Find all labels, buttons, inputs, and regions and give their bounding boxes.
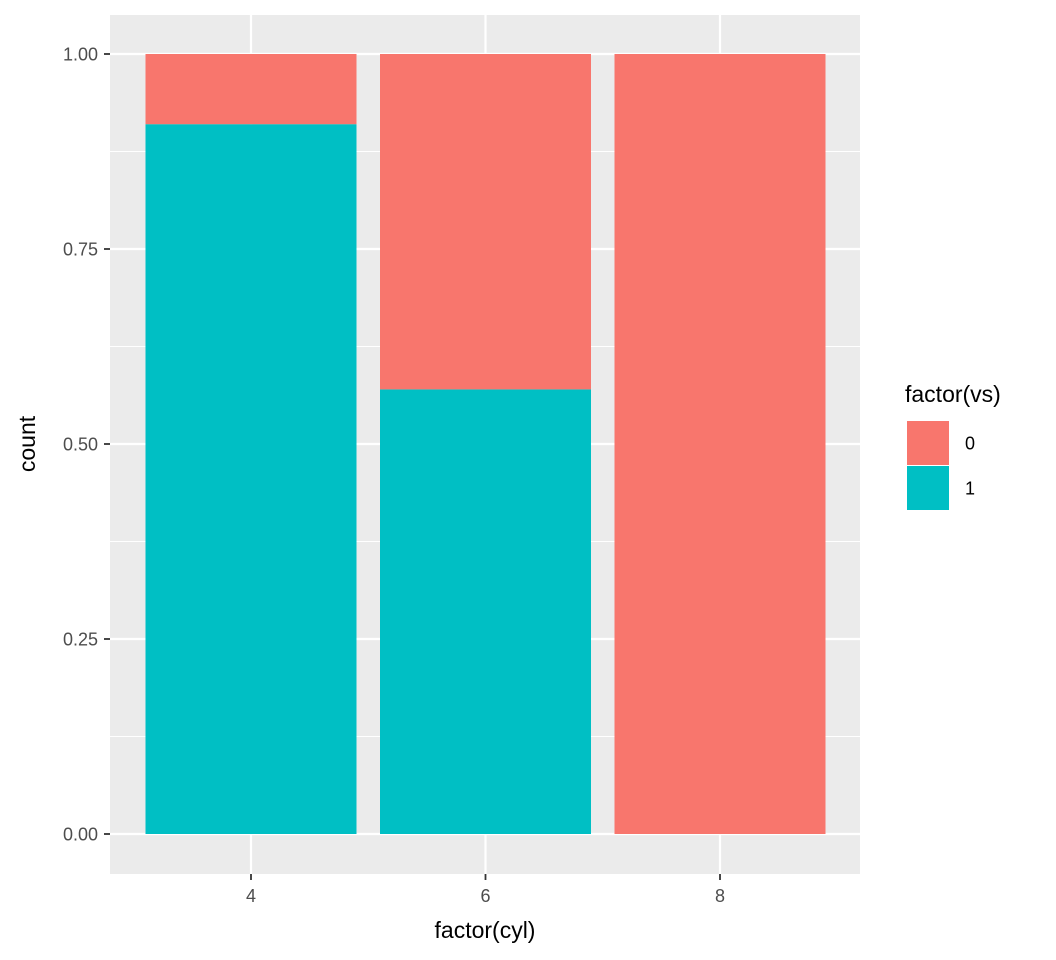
x-axis-title: factor(cyl) [435, 917, 536, 943]
bars [145, 54, 826, 834]
x-tick-label: 6 [480, 886, 490, 906]
legend-label: 1 [965, 479, 975, 499]
legend-key [907, 421, 949, 465]
x-axis: 4 6 8 [246, 874, 725, 906]
y-tick-label: 0.00 [63, 825, 98, 845]
y-axis: 0.00 0.25 0.50 0.75 1.00 [63, 45, 110, 845]
y-tick-label: 0.25 [63, 630, 98, 650]
legend-label: 0 [965, 434, 975, 454]
bar-segment [145, 54, 357, 125]
bar-segment [614, 54, 826, 834]
y-tick-label: 1.00 [63, 45, 98, 65]
bar-segment [380, 389, 591, 834]
bar-segment [145, 124, 357, 834]
y-tick-label: 0.75 [63, 240, 98, 260]
y-tick-label: 0.50 [63, 435, 98, 455]
legend-key [907, 466, 949, 510]
x-tick-label: 4 [246, 886, 256, 906]
legend: factor(vs) 01 [905, 381, 1001, 510]
legend-items: 01 [907, 421, 975, 510]
bar-segment [380, 54, 591, 390]
x-tick-label: 8 [715, 886, 725, 906]
y-axis-title: count [14, 415, 40, 472]
legend-title: factor(vs) [905, 381, 1001, 407]
